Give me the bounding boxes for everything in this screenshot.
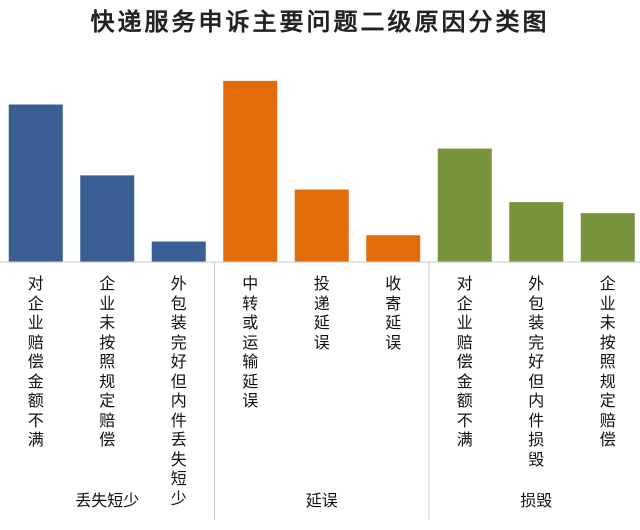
category-label-2-1: 外包装完好但内件损毁	[528, 274, 545, 469]
category-label-1-2: 收寄延误	[385, 274, 402, 352]
category-label-2-0: 对企业赔偿金额不满	[456, 274, 473, 449]
group-label-1: 延误	[305, 491, 338, 510]
category-label-0-1: 企业未按照规定赔偿	[99, 274, 116, 449]
bar-2-2	[580, 213, 635, 262]
chart-title: 快递服务申诉主要问题二级原因分类图	[90, 8, 550, 36]
bar-0-2	[151, 241, 206, 262]
bars-layer	[8, 80, 635, 262]
category-label-2-2: 企业未按照规定赔偿	[599, 274, 616, 449]
bar-2-0	[437, 148, 492, 262]
category-label-0-0: 对企业赔偿金额不满	[27, 274, 44, 449]
bar-0-0	[8, 104, 63, 262]
bar-1-2	[366, 235, 421, 262]
category-label-1-1: 投递延误	[313, 274, 330, 352]
axes-layer	[0, 261, 640, 520]
bar-2-1	[509, 202, 564, 262]
bar-1-0	[223, 80, 278, 262]
bar-0-1	[80, 175, 135, 262]
category-label-0-2: 外包装完好但内件丢失短少	[170, 274, 187, 508]
group-label-2: 损毁	[520, 491, 553, 510]
category-label-1-0: 中转或运输延误	[242, 274, 259, 410]
group-label-0: 丢失短少	[75, 491, 140, 510]
bar-1-1	[294, 189, 349, 262]
